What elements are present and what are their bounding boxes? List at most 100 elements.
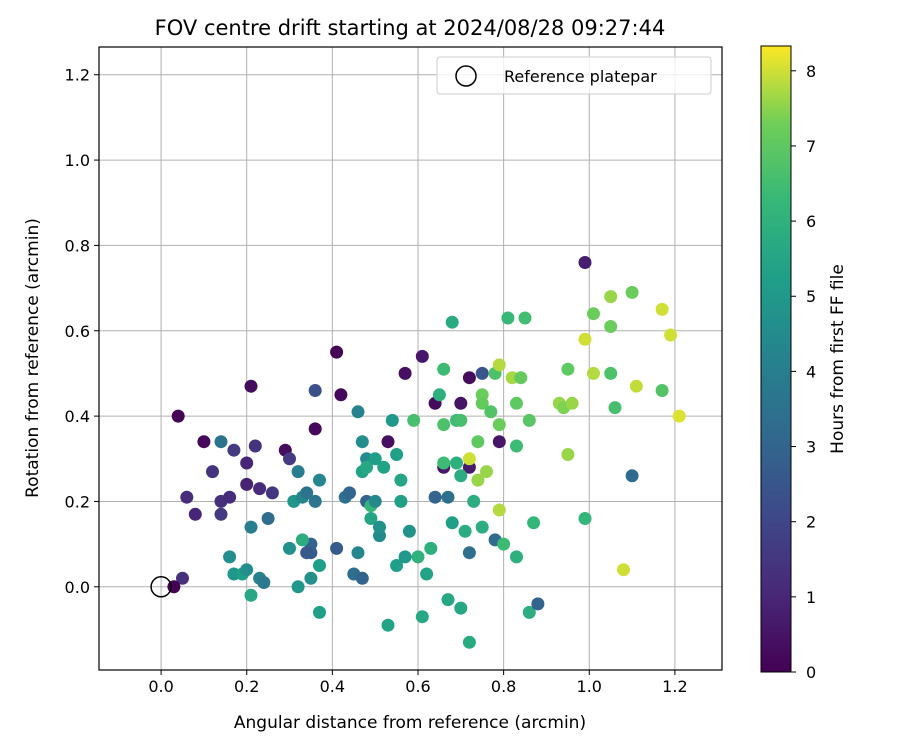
data-point: [390, 559, 404, 572]
y-tick-label: 0.4: [65, 407, 90, 426]
data-point: [176, 571, 189, 585]
x-axis: 0.0 0.2 0.4 0.6 0.8 1.0 1.2: [148, 670, 688, 696]
data-point: [664, 328, 678, 342]
data-point: [484, 405, 498, 419]
reference-platepar-marker: [150, 576, 172, 598]
data-point: [398, 366, 412, 380]
data-point: [492, 503, 506, 517]
data-point: [475, 396, 489, 410]
colorbar-tick-label: 3: [806, 438, 816, 457]
data-point: [223, 550, 237, 564]
data-point: [244, 588, 258, 602]
data-point: [492, 418, 506, 432]
data-point: [394, 494, 408, 508]
data-point: [420, 567, 434, 581]
x-tick-label: 1.2: [662, 677, 687, 696]
colorbar-tick-label: 4: [806, 362, 816, 381]
data-point: [364, 512, 378, 525]
colorbar-tick-label: 6: [806, 212, 816, 231]
colorbar-tick-label: 7: [806, 137, 816, 156]
data-point: [604, 320, 618, 333]
data-point: [227, 443, 241, 457]
data-point: [458, 524, 472, 538]
data-point: [608, 401, 622, 415]
data-point: [304, 571, 318, 585]
data-point: [475, 520, 489, 534]
data-point: [437, 362, 451, 376]
data-point: [561, 362, 575, 376]
x-tick-label: 0.0: [148, 677, 173, 696]
colorbar-tick-label: 1: [806, 588, 816, 607]
y-tick-label: 0.8: [65, 236, 90, 255]
data-point: [454, 396, 468, 410]
data-point: [240, 456, 254, 470]
data-point: [454, 413, 468, 427]
data-point: [578, 332, 592, 346]
x-axis-label: Angular distance from reference (arcmin): [234, 713, 586, 733]
data-point: [462, 635, 476, 649]
data-point: [480, 465, 493, 479]
data-point: [672, 409, 686, 423]
data-point: [462, 452, 476, 466]
data-point: [655, 302, 669, 316]
data-point: [497, 537, 511, 551]
data-point: [257, 576, 271, 589]
data-point: [390, 448, 404, 461]
data-point: [291, 465, 305, 479]
y-axis-label: Rotation from reference (arcmin): [23, 218, 43, 498]
y-tick-label: 0.0: [65, 578, 90, 597]
data-point: [565, 396, 579, 410]
data-point: [283, 541, 296, 555]
chart-title: FOV centre drift starting at 2024/08/28 …: [155, 16, 666, 40]
data-point: [402, 524, 416, 538]
data-point: [587, 366, 600, 380]
data-point: [291, 580, 305, 594]
data-point: [501, 311, 515, 325]
data-point: [343, 486, 356, 500]
data-point: [308, 422, 322, 436]
y-tick-label: 0.6: [65, 322, 90, 341]
data-point: [351, 405, 365, 419]
data-point: [578, 512, 592, 525]
y-tick-label: 1.0: [65, 151, 90, 170]
data-point: [604, 366, 618, 380]
data-point: [625, 469, 639, 483]
data-point: [617, 563, 630, 577]
colorbar-tick-label: 2: [806, 513, 816, 532]
data-point: [522, 413, 536, 427]
data-points: [167, 256, 686, 649]
data-point: [510, 439, 523, 453]
data-point: [355, 571, 369, 585]
data-point: [248, 439, 262, 453]
data-point: [368, 494, 382, 508]
legend-box: [436, 56, 712, 95]
colorbar-gradient: [760, 45, 792, 673]
grid: [99, 47, 722, 670]
data-point: [432, 388, 446, 402]
data-point: [655, 384, 669, 397]
x-tick-label: 0.4: [320, 677, 345, 696]
colorbar-tick-label: 5: [806, 287, 816, 306]
data-point: [462, 371, 476, 385]
data-point: [308, 384, 322, 397]
data-point: [492, 435, 506, 449]
data-point: [467, 494, 481, 508]
data-point: [206, 465, 219, 479]
data-point: [295, 533, 309, 547]
data-point: [437, 456, 451, 470]
data-point: [188, 507, 202, 521]
x-tick-label: 0.6: [405, 677, 430, 696]
data-point: [415, 349, 429, 363]
y-tick-label: 1.2: [65, 66, 90, 85]
data-point: [381, 435, 395, 449]
plot-frame: [98, 46, 723, 671]
data-point: [385, 413, 399, 427]
data-point: [578, 256, 592, 269]
data-point: [445, 315, 459, 329]
data-point: [441, 490, 455, 504]
data-point: [253, 482, 267, 496]
data-point: [265, 486, 279, 500]
data-point: [527, 516, 541, 530]
data-point: [197, 435, 211, 449]
data-point: [313, 473, 326, 487]
